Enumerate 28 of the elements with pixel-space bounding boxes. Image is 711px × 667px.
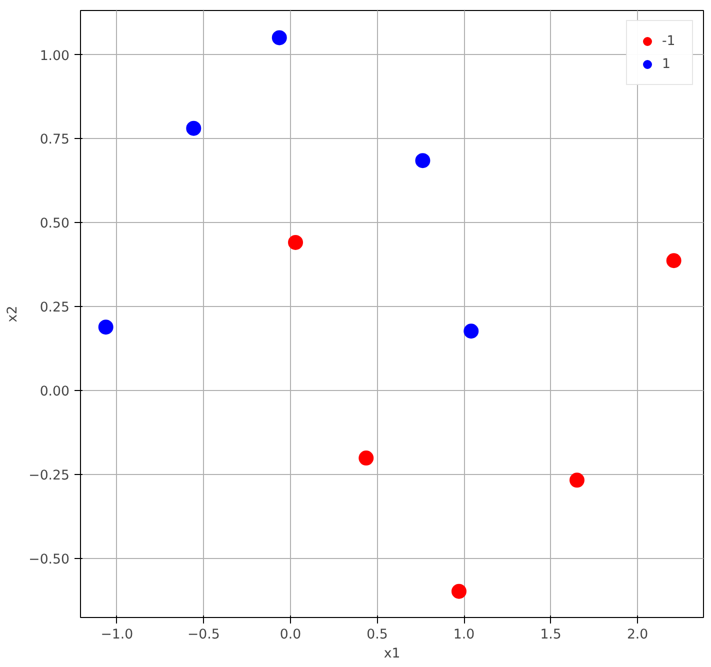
legend-label: -1 [662,34,676,48]
point [666,253,682,268]
point [451,584,466,599]
point [569,472,584,488]
point [358,450,374,466]
point [186,120,202,136]
x-tick-label: 2.0 [626,628,648,642]
x-tick-label: −1.0 [100,628,134,642]
y-tick-label: 1.00 [40,48,70,64]
point [98,320,114,335]
point [415,153,430,168]
point [288,235,304,250]
y-tick-label: −0.25 [28,468,70,484]
y-tick-label: −0.50 [28,552,70,568]
x-axis-title: x1 [384,646,400,662]
x-tick-label: 0.5 [366,628,388,642]
point [464,324,479,339]
y-tick-label: 0.50 [40,216,70,232]
y-axis-title: x2 [6,306,21,322]
x-tick-label: 1.5 [540,628,562,642]
x-tick-label: 0.0 [280,628,302,642]
x-tick-label: −0.5 [188,628,220,642]
x-tick-label: 1.0 [453,628,475,642]
y-tick-label: 0.25 [40,300,70,316]
y-tick-label: 0.75 [40,132,70,148]
point [272,30,287,46]
y-tick-label: 0.00 [40,384,70,400]
legend-label: 1 [662,56,672,72]
